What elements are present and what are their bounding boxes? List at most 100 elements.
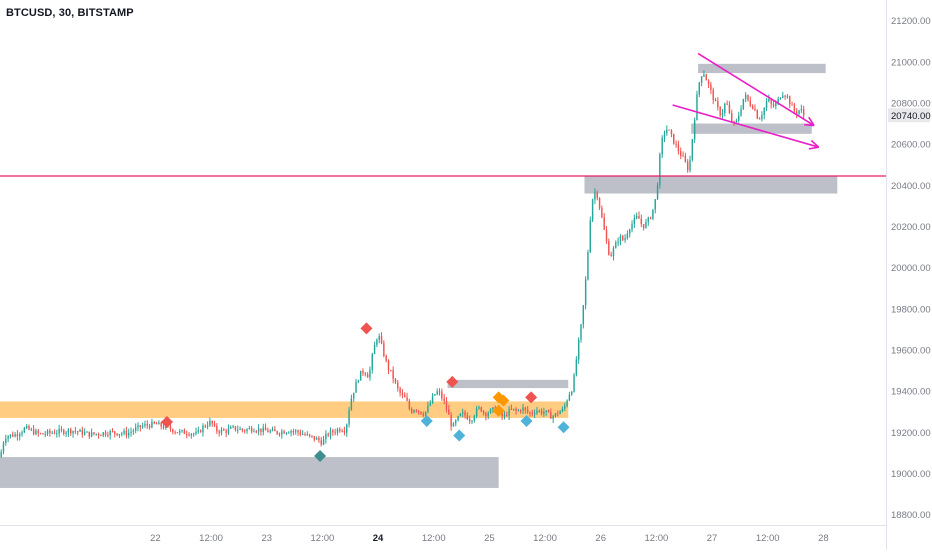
candle-body (550, 412, 552, 419)
candle-body (482, 411, 485, 413)
candle-body (782, 95, 784, 98)
candle-body (146, 424, 148, 426)
candle-body (726, 103, 728, 105)
candle-body (531, 412, 534, 414)
candle-body (684, 156, 687, 162)
last-price-badge (888, 108, 930, 123)
candle-body (519, 410, 522, 412)
candle-body (362, 370, 364, 374)
time-tick-label: 12:00 (199, 533, 223, 544)
gray-zone (584, 176, 838, 194)
candle-body (56, 433, 58, 435)
candle-body (213, 423, 216, 426)
candle-body (424, 411, 427, 416)
candle-body (487, 413, 489, 417)
candle-body (659, 154, 661, 186)
candle-body (292, 431, 295, 433)
candle-body (262, 427, 264, 432)
candle-body (404, 394, 406, 398)
signal-marker (420, 415, 433, 428)
candle-body (255, 431, 258, 433)
candle-body (624, 238, 626, 241)
candle-body (313, 436, 315, 440)
candle-body (772, 104, 775, 107)
candle-body (392, 370, 394, 379)
candle-body (450, 414, 452, 427)
candle-body (492, 407, 494, 410)
candle-body (118, 434, 121, 436)
candle-body (290, 431, 292, 433)
candle-body (666, 129, 668, 134)
candle-body (445, 401, 448, 410)
candle-body (93, 432, 95, 435)
candle-body (53, 432, 56, 434)
signal-marker (525, 391, 538, 404)
candle-body (434, 394, 436, 396)
signal-marker (314, 450, 327, 463)
price-tick-label: 21200.00 (891, 16, 931, 27)
candle-body (798, 110, 800, 114)
candle-body (63, 430, 65, 434)
candle-body (248, 428, 251, 430)
candle-body (160, 422, 162, 427)
candle-body (410, 408, 413, 413)
candle-body (710, 84, 712, 90)
candle-body (18, 434, 21, 437)
candle-body (74, 430, 77, 432)
candle-body (88, 431, 91, 437)
candle-body (768, 98, 770, 102)
candle-body (329, 430, 332, 436)
arrow-head (810, 139, 820, 148)
candle-body (162, 426, 165, 429)
candle-body (471, 420, 473, 422)
candle-body (506, 414, 508, 416)
candle-body (320, 440, 322, 445)
candle-body (169, 425, 172, 430)
candle-body (538, 410, 540, 412)
price-tick-label: 19200.00 (891, 428, 931, 439)
candle-body (220, 429, 223, 433)
candle-body (366, 374, 369, 378)
time-tick-label: 12:00 (533, 533, 557, 544)
candle-body (436, 391, 438, 395)
candle-body (517, 410, 520, 412)
candle-body (802, 109, 805, 116)
time-tick-label: 12:00 (422, 533, 446, 544)
candle-body (107, 434, 109, 436)
candle-body (83, 432, 86, 435)
candle-body (158, 422, 160, 425)
candle-body (598, 197, 601, 208)
candle-body (199, 430, 202, 433)
candle-body (352, 392, 355, 399)
candle-body (452, 423, 455, 427)
candle-body (756, 110, 758, 119)
candle-body (359, 370, 362, 381)
candle-body (67, 429, 70, 433)
candle-body (443, 398, 445, 402)
candle-body (742, 98, 745, 110)
candle-body (777, 98, 779, 103)
candle-body (763, 108, 765, 116)
candle-body (540, 410, 543, 414)
candle-body (232, 426, 234, 428)
candle-body (364, 373, 367, 375)
candle-body (564, 405, 566, 409)
candle-body (12, 434, 14, 437)
candle-body (241, 428, 244, 431)
candle-body (30, 429, 33, 431)
candle-body (371, 354, 373, 370)
candle-body (656, 185, 659, 200)
candle-body (179, 430, 181, 433)
candle-body (789, 96, 791, 105)
candle-body (237, 429, 239, 431)
candle-body (243, 430, 246, 432)
orange-zone (0, 401, 569, 418)
candle-body (510, 408, 513, 410)
candle-body (181, 430, 183, 432)
candle-body (645, 221, 647, 228)
candle-body (420, 411, 422, 415)
candle-body (269, 430, 271, 433)
candle-body (39, 433, 42, 435)
